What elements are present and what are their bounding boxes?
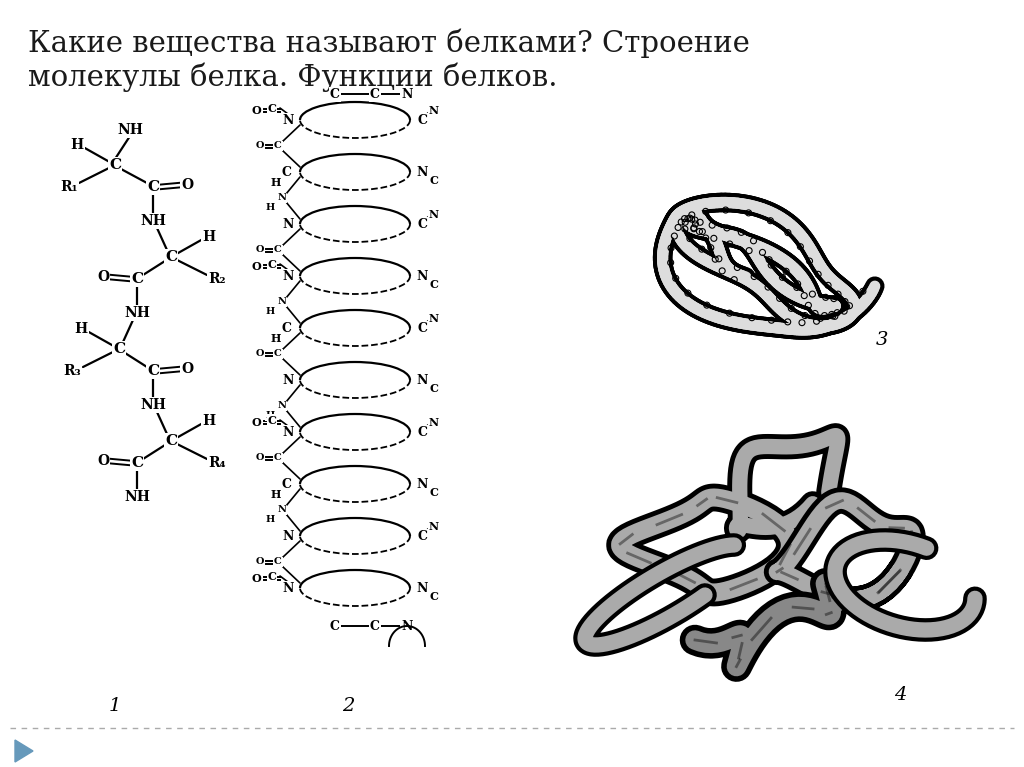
Text: NH: NH	[140, 398, 166, 412]
Text: O: O	[251, 572, 261, 584]
Text: H: H	[265, 515, 274, 525]
Text: N: N	[417, 374, 428, 387]
Text: H: H	[203, 414, 216, 428]
Text: C: C	[267, 258, 276, 269]
Text: H: H	[265, 308, 274, 317]
Text: C: C	[281, 478, 291, 491]
Text: R₃: R₃	[63, 364, 81, 378]
Text: C: C	[274, 245, 282, 255]
Text: R₄: R₄	[208, 456, 226, 470]
Text: C: C	[146, 180, 159, 194]
Text: H: H	[203, 230, 216, 244]
Text: NH: NH	[124, 306, 150, 320]
Text: C: C	[281, 166, 291, 179]
Text: O: O	[256, 350, 264, 358]
Text: O: O	[256, 141, 264, 150]
Text: 4: 4	[894, 686, 906, 704]
Text: N: N	[429, 416, 439, 427]
Text: C: C	[267, 103, 276, 114]
Text: C: C	[267, 414, 276, 426]
Text: N: N	[429, 521, 439, 532]
Text: C: C	[417, 218, 427, 231]
Text: O: O	[251, 416, 261, 427]
Text: N: N	[429, 104, 439, 116]
Text: O: O	[181, 178, 194, 192]
Text: N: N	[283, 581, 294, 594]
Text: NH: NH	[140, 214, 166, 228]
Text: C: C	[429, 175, 438, 186]
Text: 3: 3	[876, 331, 888, 349]
Text: N: N	[278, 193, 287, 202]
Text: C: C	[330, 620, 340, 633]
Text: C: C	[165, 434, 177, 448]
Text: C: C	[429, 383, 438, 393]
Text: H: H	[265, 203, 274, 212]
Text: N: N	[278, 401, 287, 410]
Text: H: H	[270, 176, 282, 187]
Text: C: C	[417, 529, 427, 542]
Text: R₂: R₂	[208, 272, 225, 286]
Text: N: N	[429, 209, 439, 219]
Text: Какие вещества называют белками? Строение: Какие вещества называют белками? Строени…	[28, 28, 750, 58]
Text: C: C	[417, 321, 427, 334]
Text: C: C	[274, 453, 282, 463]
Text: C: C	[370, 87, 380, 100]
Text: N: N	[417, 269, 428, 282]
Text: N: N	[417, 166, 428, 179]
Text: молекулы белка. Функции белков.: молекулы белка. Функции белков.	[28, 62, 557, 91]
Text: O: O	[97, 270, 110, 284]
Text: C: C	[429, 591, 438, 601]
Text: C: C	[165, 250, 177, 264]
Text: N: N	[278, 298, 287, 307]
Text: N: N	[417, 478, 428, 491]
Text: C: C	[417, 114, 427, 127]
Text: C: C	[429, 486, 438, 498]
Text: C: C	[370, 620, 380, 633]
Text: 1: 1	[109, 697, 121, 715]
Text: C: C	[267, 571, 276, 581]
Text: C: C	[146, 364, 159, 378]
Text: C: C	[109, 158, 121, 172]
Text: N: N	[283, 529, 294, 542]
Text: C: C	[131, 272, 143, 286]
Text: O: O	[181, 362, 194, 376]
Text: NH: NH	[117, 123, 143, 137]
Text: N: N	[417, 581, 428, 594]
Text: N: N	[401, 87, 413, 100]
Text: 2: 2	[342, 697, 354, 715]
Text: N: N	[278, 505, 287, 515]
Text: N: N	[429, 312, 439, 324]
Polygon shape	[15, 740, 33, 762]
Text: H: H	[265, 412, 274, 420]
Text: H: H	[75, 322, 88, 336]
Text: R₁: R₁	[60, 180, 78, 194]
Text: C: C	[330, 87, 340, 100]
Text: C: C	[429, 278, 438, 289]
Text: C: C	[417, 426, 427, 439]
Text: H: H	[270, 333, 282, 344]
Text: N: N	[283, 374, 294, 387]
Text: O: O	[97, 454, 110, 468]
Text: O: O	[251, 104, 261, 116]
Text: C: C	[113, 342, 125, 356]
Text: N: N	[401, 620, 413, 633]
Text: O: O	[256, 453, 264, 463]
Text: C: C	[274, 350, 282, 358]
Text: NH: NH	[124, 490, 150, 504]
Text: C: C	[274, 558, 282, 567]
Text: O: O	[256, 245, 264, 255]
Text: C: C	[274, 141, 282, 150]
Text: O: O	[251, 261, 261, 272]
Text: H: H	[270, 489, 282, 499]
Text: C: C	[281, 321, 291, 334]
Text: N: N	[283, 114, 294, 127]
Text: N: N	[283, 426, 294, 439]
Text: C: C	[131, 456, 143, 470]
Text: N: N	[283, 218, 294, 231]
Text: O: O	[256, 558, 264, 567]
Text: N: N	[283, 269, 294, 282]
Text: H: H	[71, 138, 84, 152]
